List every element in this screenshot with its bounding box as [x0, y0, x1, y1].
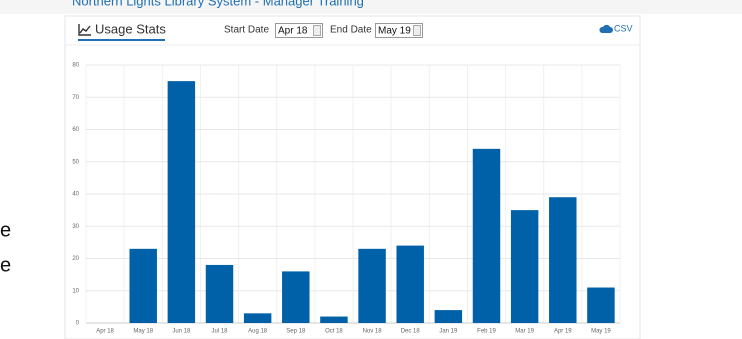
x-tick-label: Jul 18	[211, 329, 228, 335]
x-tick-label: Apr 19	[554, 329, 572, 335]
chart-icon	[78, 24, 91, 36]
select-arrow	[313, 25, 321, 36]
page-title: Northern Lights Library System - Manager…	[72, 0, 364, 8]
start-value[interactable]: Apr 18	[278, 26, 308, 37]
bar	[549, 197, 577, 323]
bar	[129, 248, 157, 323]
start-label: Start Date	[224, 25, 269, 36]
x-tick-label: Sep 18	[286, 329, 306, 335]
x-tick-label: Apr 18	[96, 329, 114, 335]
bar	[587, 287, 615, 323]
start-select[interactable]	[275, 23, 323, 38]
y-tick-label: 80	[72, 63, 79, 69]
tab-label[interactable]: Usage Stats	[95, 21, 166, 36]
y-tick-label: 40	[72, 192, 79, 198]
bar	[358, 248, 386, 323]
end-value[interactable]: May 19	[378, 26, 411, 37]
x-tick-label: Dec 18	[401, 329, 421, 335]
x-tick-label: Oct 18	[325, 329, 343, 335]
x-tick-label: May 19	[591, 329, 611, 335]
bar	[434, 310, 463, 323]
text-fragment: e	[0, 219, 11, 241]
text-fragment: e	[0, 254, 11, 276]
bar	[282, 271, 310, 323]
x-tick-label: Jun 18	[172, 329, 191, 335]
bar	[472, 148, 501, 323]
y-tick-label: 30	[72, 224, 79, 230]
cloud-icon	[599, 24, 613, 33]
select-arrow	[413, 25, 421, 36]
top-strip	[0, 0, 742, 14]
y-tick-label: 10	[72, 288, 79, 294]
bar	[320, 316, 348, 323]
csv-button[interactable]: CSV	[599, 23, 633, 33]
tab[interactable]: Usage Stats	[78, 21, 166, 41]
end-label: End Date	[330, 25, 372, 36]
bar	[205, 264, 234, 323]
y-tick-label: 0	[76, 321, 80, 327]
y-tick-label: 20	[72, 256, 79, 262]
x-tick-label: Feb 19	[477, 329, 496, 335]
csv-label[interactable]: CSV	[614, 23, 633, 33]
end-select[interactable]	[375, 23, 423, 38]
bar	[396, 245, 424, 323]
bar	[167, 81, 196, 323]
x-tick-label: May 18	[133, 329, 153, 335]
x-tick-label: Jan 19	[439, 329, 458, 335]
y-tick-label: 60	[72, 127, 79, 133]
y-tick-label: 50	[72, 159, 79, 165]
x-tick-label: Nov 18	[363, 329, 383, 335]
y-tick-label: 70	[72, 95, 79, 101]
x-tick-label: Aug 18	[248, 329, 268, 335]
x-tick-label: Mar 19	[515, 329, 534, 335]
bar	[510, 210, 539, 323]
bar	[243, 313, 272, 323]
